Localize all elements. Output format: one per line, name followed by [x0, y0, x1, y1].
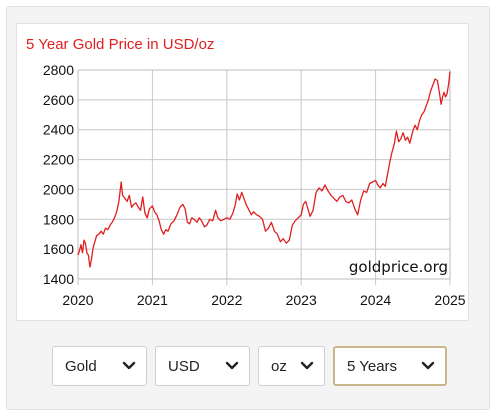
period-select[interactable]: 5 Years [333, 346, 447, 386]
unit-select[interactable]: oz [258, 346, 325, 386]
price-series [77, 71, 451, 268]
x-tick-label: 2024 [360, 292, 391, 308]
x-tick-label: 2020 [62, 292, 93, 308]
metal-select-value: Gold [65, 357, 97, 375]
price-line [77, 71, 451, 268]
currency-select-value: USD [168, 357, 200, 375]
x-tick-label: 2023 [286, 292, 317, 308]
x-tick-label: 2021 [137, 292, 168, 308]
chevron-down-icon [225, 361, 239, 370]
period-select-value: 5 Years [347, 357, 398, 375]
metal-select[interactable]: Gold [52, 346, 147, 386]
grid-lines [77, 69, 451, 285]
y-tick-label: 2800 [43, 62, 74, 78]
chart-card [16, 23, 469, 321]
plot-frame [77, 69, 451, 280]
y-tick-label: 2600 [43, 92, 74, 108]
chart-title: 5 Year Gold Price in USD/oz [26, 36, 215, 53]
chevron-down-icon [300, 361, 314, 370]
axis-tick-labels: 1400 1600 1800 2000 2200 2400 2600 2800 2020 2021… [43, 62, 466, 308]
x-tick-label: 2022 [211, 292, 242, 308]
y-tick-label: 2400 [43, 122, 74, 138]
unit-select-value: oz [271, 357, 287, 375]
y-tick-label: 1400 [43, 271, 74, 287]
y-tick-label: 2000 [43, 181, 74, 197]
y-tick-label: 2200 [43, 152, 74, 168]
currency-select[interactable]: USD [155, 346, 250, 386]
y-tick-label: 1800 [43, 211, 74, 227]
watermark-goldprice: goldprice.org [349, 258, 448, 276]
y-tick-label: 1600 [43, 241, 74, 257]
x-tick-label: 2025 [434, 292, 465, 308]
chevron-down-icon [421, 361, 435, 370]
chevron-down-icon [122, 361, 136, 370]
